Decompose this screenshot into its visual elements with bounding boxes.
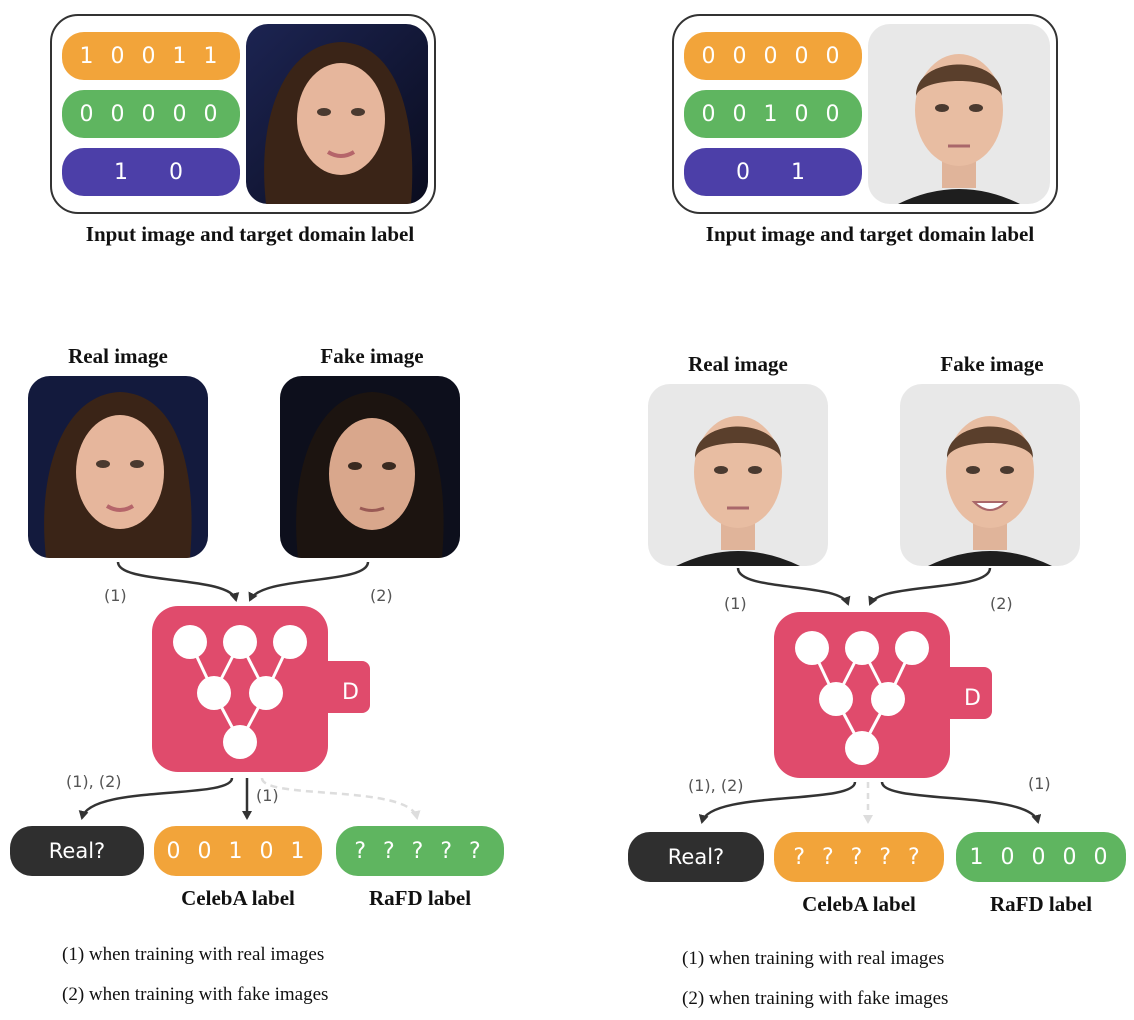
rafd-target-label: 0 0 1 0 0 xyxy=(684,90,862,138)
input-face-image xyxy=(246,24,428,204)
mask-vector-label: 0 1 xyxy=(684,148,862,196)
celeba-output-label: ? ? ? ? ? xyxy=(774,832,944,882)
real-question-pill: Real? xyxy=(10,826,144,876)
arrow-1-marker: (1) xyxy=(104,586,127,605)
celeba-caption: CelebA label xyxy=(181,886,295,910)
rafd-caption: RaFD label xyxy=(368,886,472,910)
celeba-caption: CelebA label xyxy=(802,892,916,916)
discriminator-letter: D xyxy=(964,686,981,711)
input-caption: Input image and target domain label xyxy=(705,222,1035,246)
rafd-output-label: ? ? ? ? ? xyxy=(336,826,504,876)
discriminator-icon xyxy=(774,612,992,778)
arrow-1-marker: (1) xyxy=(724,594,747,613)
celeba-target-label: 0 0 0 0 0 xyxy=(684,32,862,80)
real-face-image xyxy=(648,384,828,566)
arrow-real-to-disc xyxy=(116,561,240,602)
rafd-output-label: 1 0 0 0 0 xyxy=(956,832,1126,882)
real-image-title: Real image xyxy=(688,352,788,376)
fake-face-image xyxy=(900,384,1080,566)
note-fake: (2) when training with fake images xyxy=(682,988,949,1009)
fake-image-title: Fake image xyxy=(940,352,1044,376)
real-face-image xyxy=(28,376,208,558)
output-right-marker: (1) xyxy=(1028,774,1051,793)
fake-face-image xyxy=(280,376,460,558)
discriminator-letter: D xyxy=(342,680,359,705)
arrow-2-marker: (2) xyxy=(370,586,393,605)
arrow-disc-to-rafd-r xyxy=(880,781,1042,824)
arrow-disc-to-rafd-faint xyxy=(260,777,421,820)
arrow-2-marker: (2) xyxy=(990,594,1013,613)
mask-vector-label: 1 0 xyxy=(62,148,240,196)
note-real: (1) when training with real images xyxy=(62,944,325,965)
celeba-target-label: 1 0 0 1 1 xyxy=(62,32,240,80)
rafd-target-label: 0 0 0 0 0 xyxy=(62,90,240,138)
input-face-image xyxy=(868,24,1050,204)
celeba-output-label: 0 0 1 0 1 xyxy=(154,826,322,876)
fake-image-title: Fake image xyxy=(320,344,424,368)
output-left-marker: (1), (2) xyxy=(688,776,744,795)
real-question-pill: Real? xyxy=(628,832,764,882)
arrow-fake-to-disc-r xyxy=(868,567,992,606)
input-caption: Input image and target domain label xyxy=(85,222,415,246)
rafd-caption: RaFD label xyxy=(989,892,1093,916)
note-real: (1) when training with real images xyxy=(682,948,945,969)
discriminator-icon xyxy=(152,606,370,772)
real-image-title: Real image xyxy=(68,344,168,368)
arrow-fake-to-disc xyxy=(248,561,370,602)
output-mid-marker: (1) xyxy=(256,786,279,805)
note-fake: (2) when training with fake images xyxy=(62,984,329,1005)
arrow-disc-to-real-r xyxy=(698,781,857,824)
arrow-real-to-disc-r xyxy=(736,567,851,606)
arrow-disc-to-real xyxy=(78,777,234,820)
output-left-marker: (1), (2) xyxy=(66,772,122,791)
